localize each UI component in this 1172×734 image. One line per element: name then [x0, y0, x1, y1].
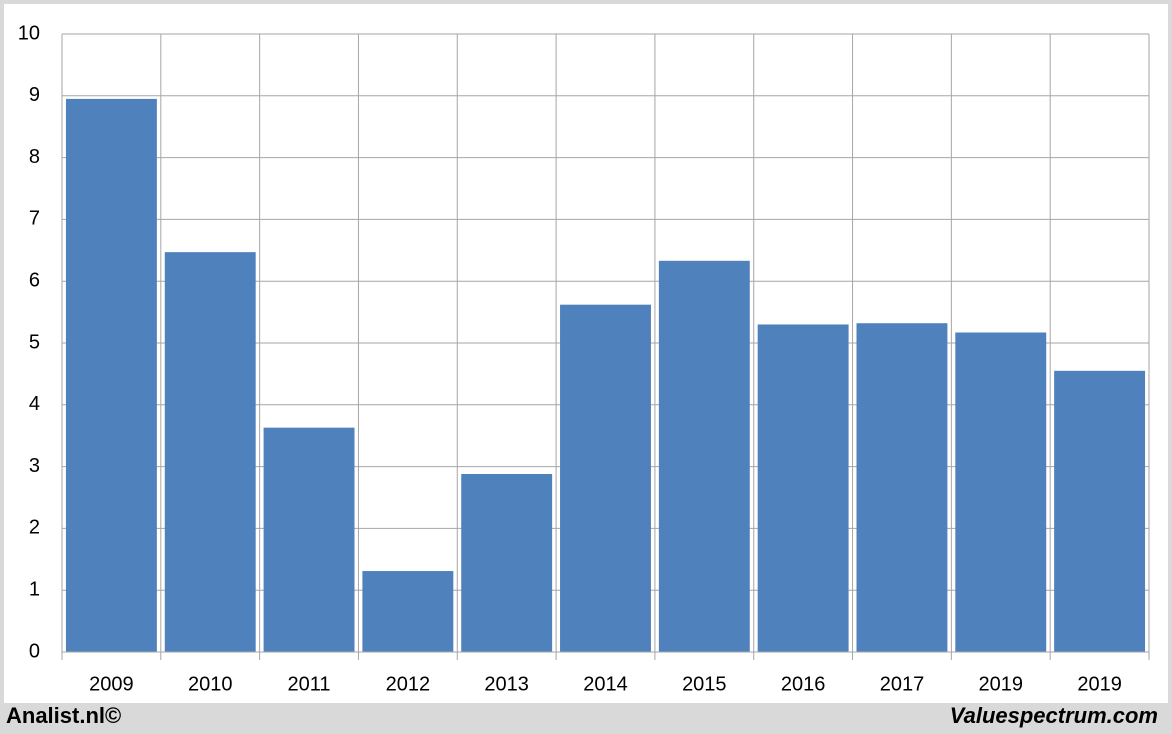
y-tick-label: 3 [29, 455, 40, 477]
bar [658, 260, 750, 652]
bar [955, 332, 1047, 652]
footer-right: Valuespectrum.com [950, 703, 1158, 728]
bar [263, 427, 355, 652]
bar [856, 323, 948, 652]
y-tick-label: 5 [29, 331, 40, 353]
x-tick-label: 2012 [386, 673, 431, 695]
bar [65, 98, 157, 652]
y-tick-label: 10 [18, 22, 40, 44]
y-tick-label: 7 [29, 208, 40, 230]
bar [461, 474, 553, 652]
x-tick-label: 2019 [1077, 673, 1122, 695]
x-tick-label: 2014 [583, 673, 628, 695]
x-tick-label: 2016 [781, 673, 826, 695]
y-tick-label: 2 [29, 517, 40, 539]
y-tick-label: 4 [29, 393, 40, 415]
bar [560, 304, 651, 652]
x-tick-label: 2010 [188, 673, 233, 695]
x-tick-label: 2015 [682, 673, 727, 695]
x-tick-label: 2019 [979, 673, 1024, 695]
bar [1054, 370, 1146, 652]
x-tick-label: 2011 [288, 673, 331, 695]
y-tick-label: 6 [29, 269, 40, 291]
y-tick-label: 0 [29, 640, 40, 662]
bar [757, 324, 849, 652]
y-tick-label: 8 [29, 146, 40, 168]
x-tick-label: 2017 [880, 673, 925, 695]
bar [164, 252, 256, 653]
footer-left: Analist.nl© [6, 703, 121, 728]
y-tick-label: 9 [29, 84, 40, 106]
x-tick-label: 2009 [89, 673, 134, 695]
y-tick-label: 1 [29, 578, 40, 600]
x-tick-label: 2013 [484, 673, 529, 695]
bar [362, 571, 454, 652]
